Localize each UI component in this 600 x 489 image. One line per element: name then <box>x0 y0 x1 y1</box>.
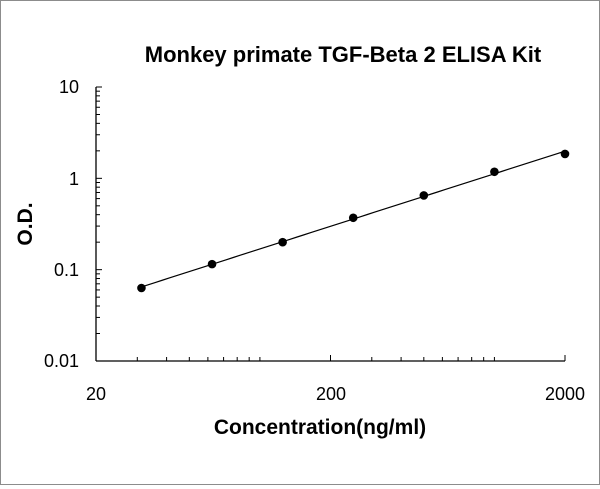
x-tick-label: 2000 <box>545 384 585 404</box>
y-tick-label: 0.1 <box>54 260 79 280</box>
data-point <box>490 167 499 177</box>
chart-title: Monkey primate TGF-Beta 2 ELISA Kit <box>145 42 542 67</box>
x-axis-ticks <box>95 355 566 361</box>
data-point <box>348 213 358 223</box>
data-points <box>137 149 570 293</box>
data-point <box>207 259 217 269</box>
y-axis-title: O.D. <box>14 202 37 245</box>
y-tick-labels: 10 1 0.1 0.01 <box>44 77 79 371</box>
data-point <box>278 237 287 247</box>
axes <box>95 86 566 362</box>
y-tick-label: 1 <box>69 169 79 189</box>
x-tick-labels: 20 200 2000 <box>86 384 585 404</box>
x-axis-title: Concentration(ng/ml) <box>214 416 426 439</box>
y-axis-ticks <box>96 86 102 362</box>
y-tick-label: 0.01 <box>44 351 79 371</box>
data-point <box>137 283 146 293</box>
x-tick-label: 20 <box>86 384 106 404</box>
data-point <box>560 149 570 159</box>
y-tick-label: 10 <box>59 77 79 97</box>
x-tick-label: 200 <box>316 384 346 404</box>
data-point <box>419 191 429 200</box>
